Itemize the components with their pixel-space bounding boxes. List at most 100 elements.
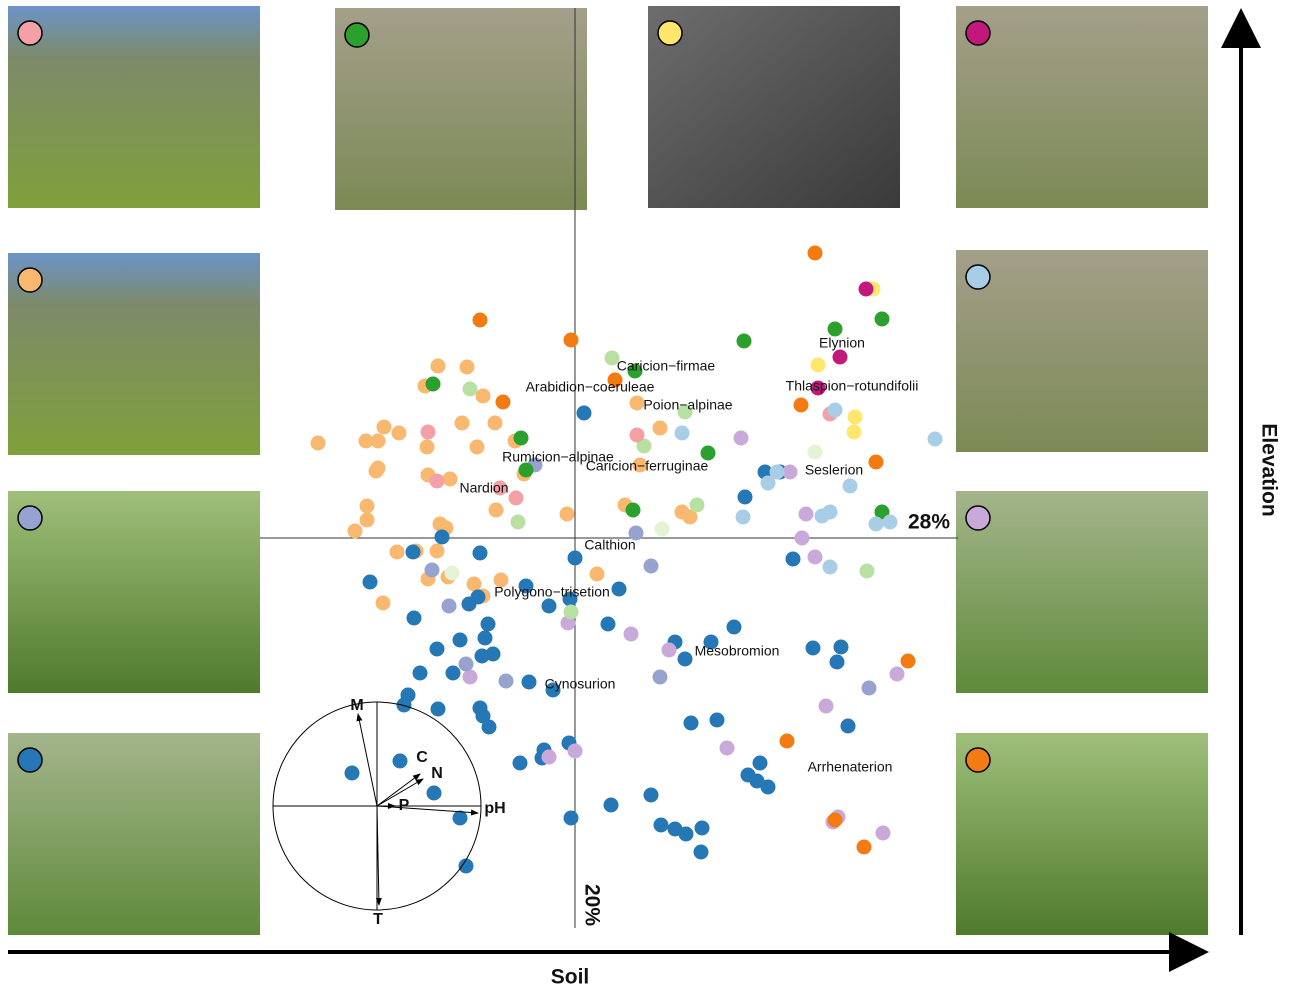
- point: [901, 654, 916, 669]
- point: [459, 657, 474, 672]
- point: [360, 499, 375, 514]
- point: [462, 597, 477, 612]
- photo-marker: [18, 748, 42, 772]
- point: [482, 720, 497, 735]
- point: [653, 421, 668, 436]
- point: [473, 313, 488, 328]
- point: [376, 596, 391, 611]
- point: [542, 750, 557, 765]
- alliance-label: Seslerion: [805, 462, 863, 478]
- point: [626, 503, 641, 518]
- photo-marker: [966, 748, 990, 772]
- point: [624, 627, 639, 642]
- x-axis-label: Soil: [551, 966, 590, 989]
- point: [783, 465, 798, 480]
- point: [928, 432, 943, 447]
- point: [426, 377, 441, 392]
- point: [654, 818, 669, 833]
- point: [828, 813, 843, 828]
- point: [786, 552, 801, 567]
- point: [694, 845, 709, 860]
- biplot-label: M: [350, 697, 363, 714]
- point: [604, 798, 619, 813]
- alliance-label: Mesobromion: [695, 643, 780, 659]
- point: [761, 780, 776, 795]
- point: [431, 359, 446, 374]
- point: [869, 455, 884, 470]
- point: [780, 734, 795, 749]
- point: [601, 617, 616, 632]
- point: [513, 756, 528, 771]
- point: [808, 550, 823, 565]
- photo: [648, 6, 900, 208]
- photo: [8, 491, 260, 693]
- point: [397, 698, 412, 713]
- point: [488, 416, 503, 431]
- alliance-label: Cynosurion: [545, 676, 616, 692]
- point: [522, 675, 537, 690]
- point: [808, 246, 823, 261]
- point: [499, 674, 514, 689]
- point: [442, 599, 457, 614]
- point: [363, 575, 378, 590]
- alliance-label: Poion−alpinae: [643, 397, 732, 413]
- photo-marker: [966, 265, 990, 289]
- photo: [335, 8, 587, 210]
- point: [564, 333, 579, 348]
- photo: [956, 491, 1208, 693]
- photo-marker: [966, 21, 990, 45]
- point: [446, 666, 461, 681]
- point: [427, 786, 442, 801]
- point: [435, 530, 450, 545]
- photo-marker: [18, 506, 42, 530]
- point: [473, 546, 488, 561]
- alliance-label: Calthion: [584, 537, 635, 553]
- point: [720, 741, 735, 756]
- point: [390, 545, 405, 560]
- point: [843, 479, 858, 494]
- point: [848, 410, 863, 425]
- point: [430, 642, 445, 657]
- point: [806, 641, 821, 656]
- point: [644, 559, 659, 574]
- point: [857, 840, 872, 855]
- point: [860, 564, 875, 579]
- alliance-label: Nardion: [459, 480, 508, 496]
- point: [345, 766, 360, 781]
- point: [542, 599, 557, 614]
- point: [413, 666, 428, 681]
- point: [811, 358, 826, 373]
- point: [808, 445, 823, 460]
- point: [795, 531, 810, 546]
- point: [489, 503, 504, 518]
- biplot-arrow: [358, 714, 377, 806]
- point: [393, 754, 408, 769]
- point: [833, 350, 848, 365]
- point: [470, 440, 485, 455]
- point: [830, 655, 845, 670]
- photo: [956, 250, 1208, 452]
- point: [684, 716, 699, 731]
- point: [612, 582, 627, 597]
- point: [463, 670, 478, 685]
- point: [407, 611, 422, 626]
- point: [847, 425, 862, 440]
- photo: [8, 253, 260, 455]
- point: [590, 567, 605, 582]
- alliance-label: Thlaspion−rotundifolii: [786, 378, 919, 394]
- point: [568, 744, 583, 759]
- photo-marker: [966, 506, 990, 530]
- biplot-label: pH: [484, 800, 505, 817]
- biplot-label: N: [431, 765, 443, 782]
- point: [737, 334, 752, 349]
- point: [695, 821, 710, 836]
- point: [406, 545, 421, 560]
- alliance-label: Caricion−ferruginae: [586, 458, 709, 474]
- point: [876, 826, 891, 841]
- point: [371, 434, 386, 449]
- y-axis-label: Elevation: [1257, 423, 1280, 516]
- point: [560, 507, 575, 522]
- point: [799, 507, 814, 522]
- point: [690, 498, 705, 513]
- biplot-label: T: [373, 911, 383, 928]
